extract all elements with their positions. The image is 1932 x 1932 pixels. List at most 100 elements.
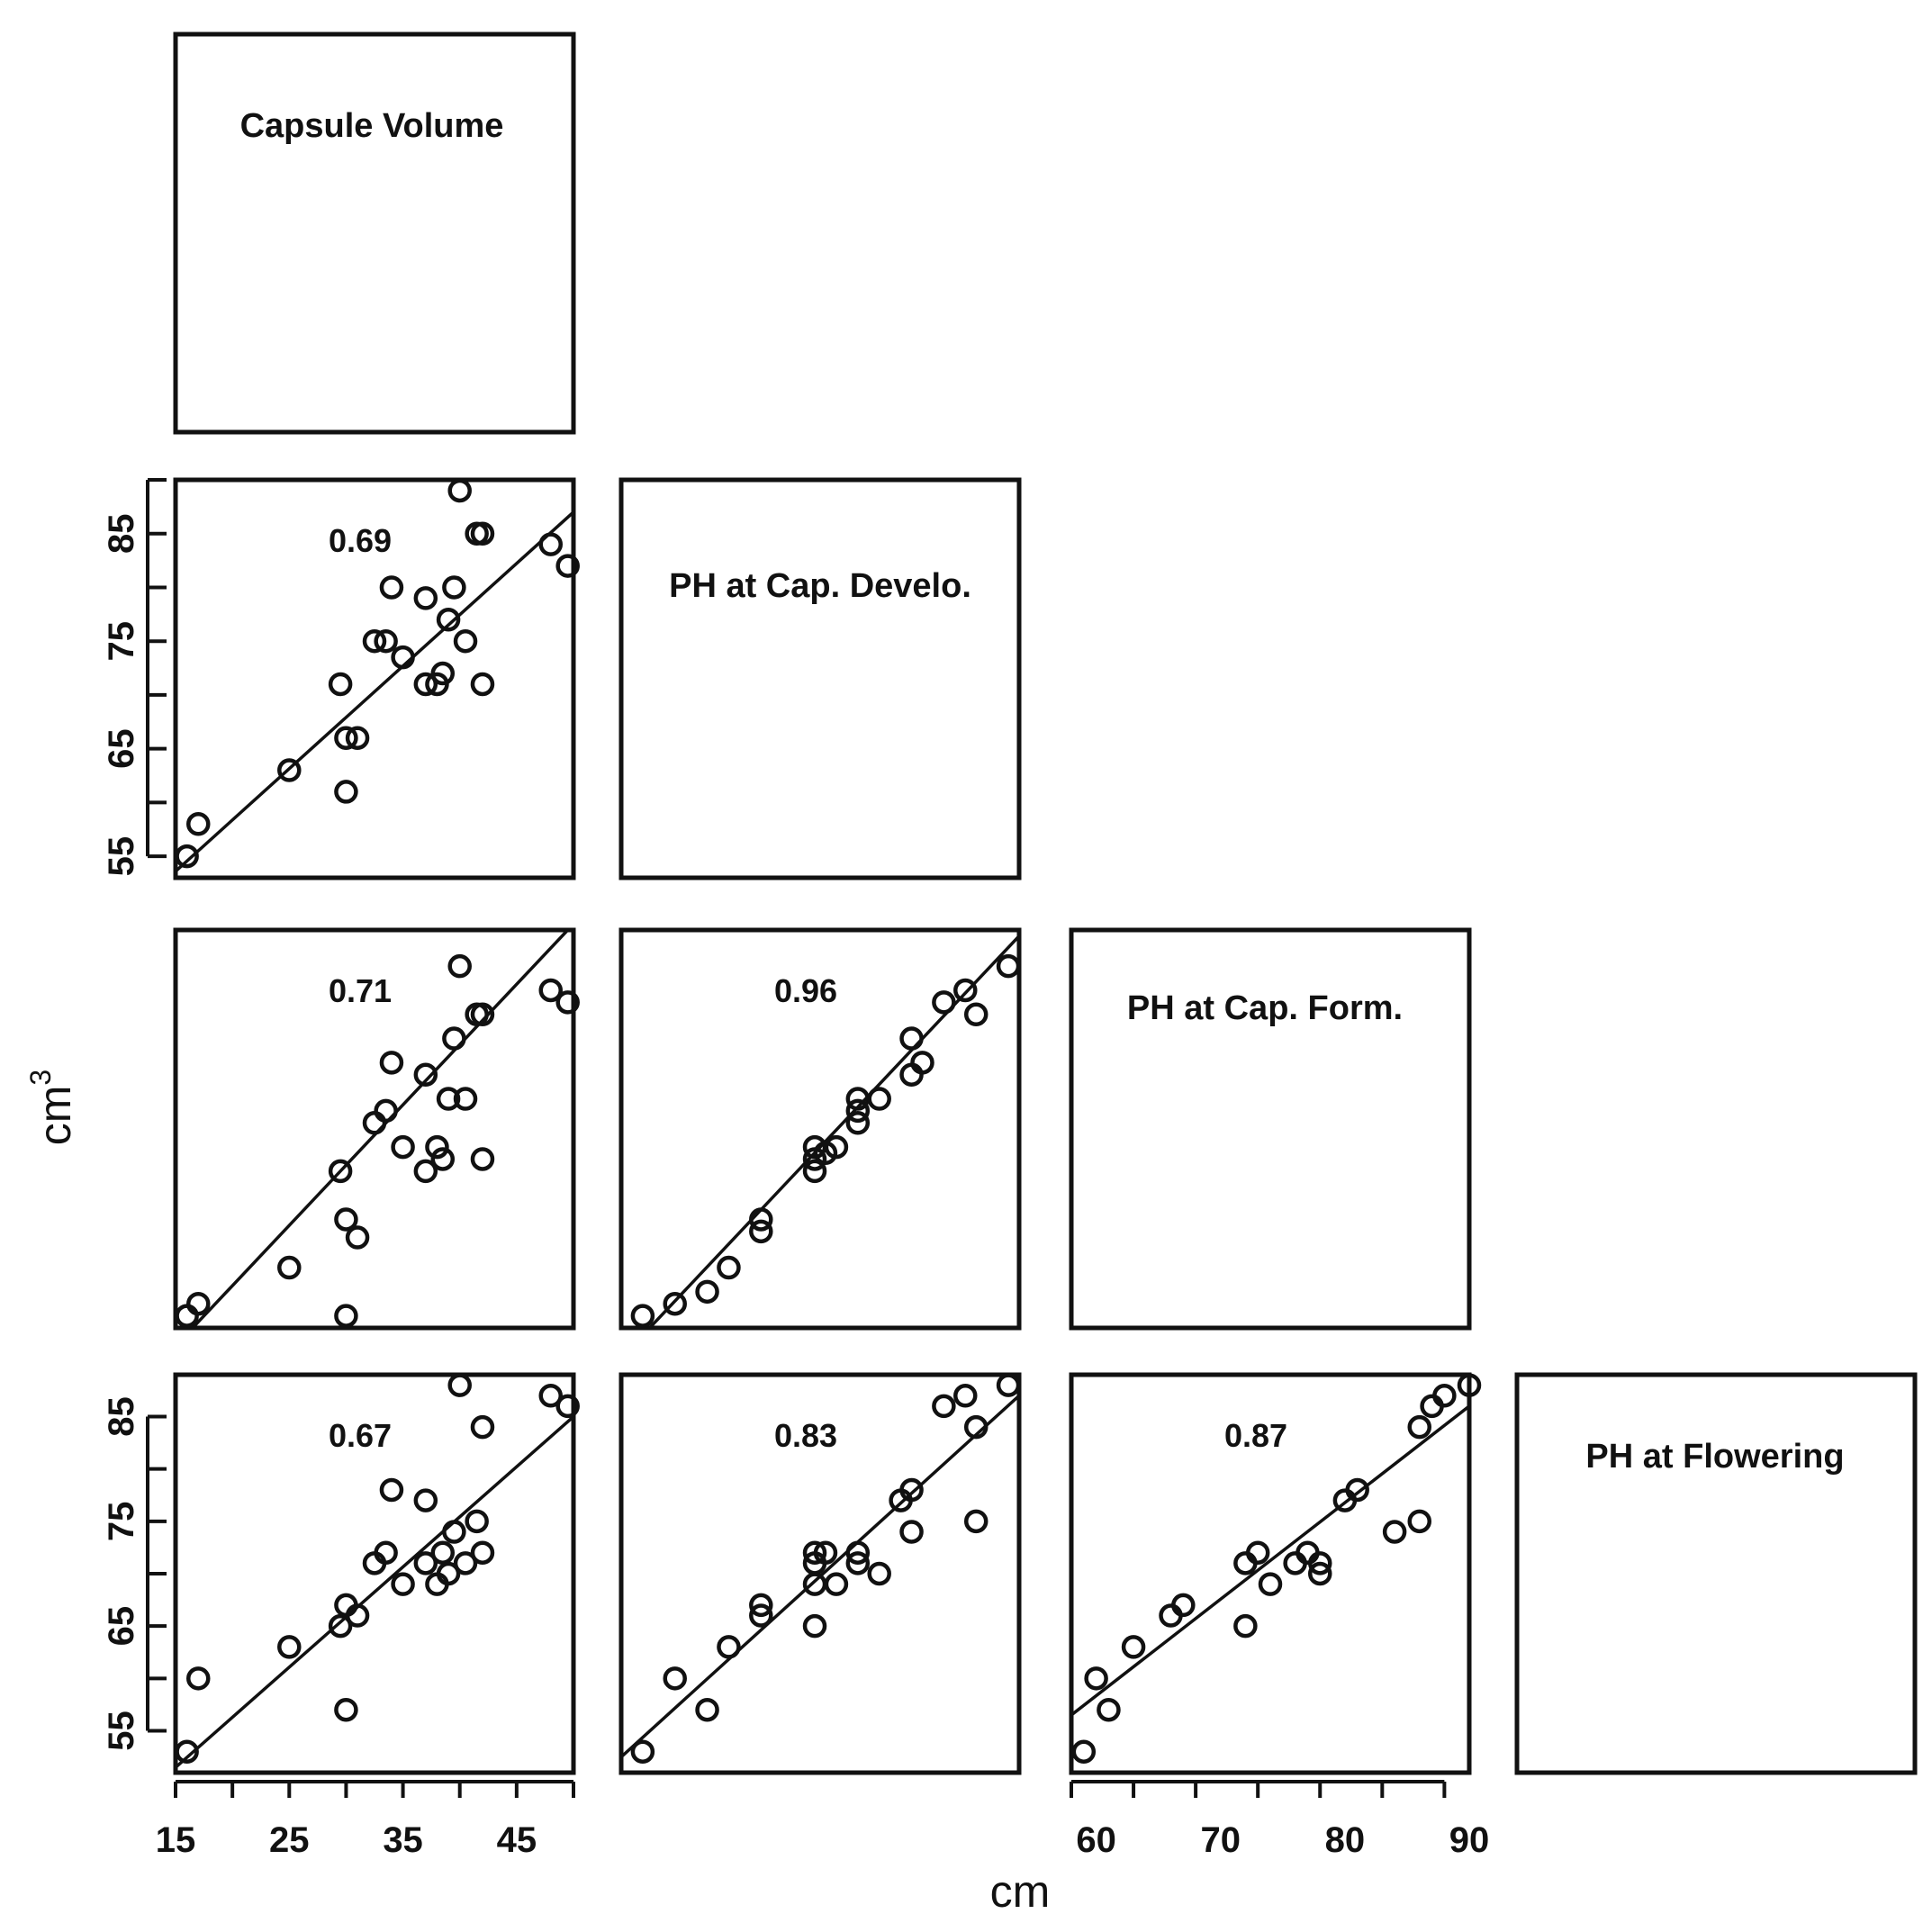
data-point xyxy=(845,1111,871,1135)
data-point xyxy=(413,672,438,697)
data-point xyxy=(555,1394,580,1419)
x-axis-col-0: 15 25 35 45 xyxy=(156,1780,575,1860)
data-point xyxy=(802,1159,827,1184)
x-tick-label: 80 xyxy=(1325,1820,1366,1860)
data-point xyxy=(442,575,466,600)
plot-area xyxy=(176,1415,573,1769)
data-point xyxy=(845,1098,871,1124)
regression-line xyxy=(190,930,571,1328)
data-point xyxy=(465,1509,489,1534)
data-point xyxy=(175,844,199,869)
correlation-label: 0.67 xyxy=(329,1417,392,1454)
data-point xyxy=(845,1540,871,1565)
y-axis-title: cm3 xyxy=(24,1070,80,1145)
data-point xyxy=(391,1572,415,1596)
data-point xyxy=(277,758,302,782)
data-point xyxy=(802,1613,827,1639)
data-point xyxy=(470,1147,495,1171)
data-point xyxy=(413,586,438,610)
data-point xyxy=(425,1134,449,1160)
x-axis-title: cm xyxy=(990,1866,1051,1917)
panel-frame-ph-cap-form xyxy=(1069,927,1472,1331)
data-point xyxy=(1121,1635,1146,1659)
data-point xyxy=(1258,1572,1283,1596)
data-point xyxy=(899,1026,924,1051)
data-point xyxy=(175,1739,199,1764)
data-point xyxy=(334,1697,358,1722)
scatter-panel-3-2: 0.87 xyxy=(1069,1372,1482,1775)
x-tick-label: 70 xyxy=(1201,1820,1241,1860)
data-point xyxy=(1245,1540,1270,1565)
data-point xyxy=(555,554,580,578)
plot-area xyxy=(176,510,573,873)
data-point xyxy=(447,1373,472,1397)
data-point xyxy=(374,1540,398,1565)
data-point xyxy=(453,628,478,654)
data-point xyxy=(470,1414,495,1440)
data-point xyxy=(953,1384,978,1408)
data-point xyxy=(717,1635,741,1659)
diag-label-ph-cap-form: PH at Cap. Form. xyxy=(1127,989,1403,1027)
data-point xyxy=(867,1087,891,1111)
data-point xyxy=(379,1051,404,1075)
data-point xyxy=(447,478,472,503)
y-tick-label: 55 xyxy=(102,1711,141,1751)
data-point xyxy=(899,1520,924,1544)
plot-area xyxy=(1071,1404,1469,1717)
data-point xyxy=(630,1739,655,1764)
scatter-panel-3-1: 0.83 xyxy=(618,1372,1022,1775)
data-point xyxy=(277,1255,302,1280)
data-point xyxy=(749,1207,773,1232)
data-point xyxy=(932,1394,956,1419)
data-point xyxy=(362,628,387,654)
scatter-panel-2-0: 0.71 xyxy=(173,927,580,1331)
data-point xyxy=(663,1291,687,1316)
data-point xyxy=(824,1134,849,1160)
regression-line xyxy=(176,1415,573,1769)
data-point xyxy=(442,1520,466,1544)
x-tick-label: 25 xyxy=(269,1820,310,1860)
data-point xyxy=(345,1603,370,1628)
x-tick-label: 45 xyxy=(497,1820,537,1860)
correlation-label: 0.87 xyxy=(1224,1417,1287,1454)
data-point xyxy=(345,726,370,750)
panel-frame-capsule-volume xyxy=(173,32,576,435)
diag-label-ph-flowering: PH at Flowering xyxy=(1585,1438,1844,1476)
data-point xyxy=(470,1540,495,1565)
data-point xyxy=(802,1540,827,1565)
data-point xyxy=(555,990,580,1015)
regression-line xyxy=(176,510,573,873)
data-point xyxy=(470,672,495,697)
data-point xyxy=(538,978,563,1003)
data-point xyxy=(932,990,956,1015)
y-axis-row-1: 55 65 75 85 xyxy=(102,478,167,876)
data-point xyxy=(430,661,456,686)
x-tick-label: 60 xyxy=(1076,1820,1116,1860)
data-point xyxy=(899,1477,924,1503)
data-point xyxy=(996,1373,1021,1397)
data-point xyxy=(813,1540,838,1565)
data-point xyxy=(447,953,472,979)
data-point xyxy=(334,1304,358,1328)
correlation-label: 0.83 xyxy=(774,1417,837,1454)
data-point xyxy=(413,1488,438,1512)
y-tick-label: 85 xyxy=(102,513,141,554)
data-point xyxy=(379,1477,404,1503)
diagonal-panels: Capsule Volume PH at Cap. Develo. PH at … xyxy=(173,32,1918,1775)
data-point xyxy=(953,978,978,1003)
data-point xyxy=(430,1540,456,1565)
data-point xyxy=(749,1603,773,1628)
data-point xyxy=(436,608,461,632)
data-point xyxy=(413,1062,438,1087)
data-point xyxy=(1233,1613,1258,1639)
x-tick-label: 90 xyxy=(1449,1820,1490,1860)
data-point xyxy=(374,628,398,654)
data-point xyxy=(1097,1697,1121,1722)
data-point xyxy=(328,672,353,697)
diag-label-capsule-volume: Capsule Volume xyxy=(240,107,504,145)
data-point xyxy=(1457,1373,1482,1397)
data-point xyxy=(910,1051,934,1075)
data-point xyxy=(1407,1509,1431,1534)
data-point xyxy=(1071,1739,1097,1764)
